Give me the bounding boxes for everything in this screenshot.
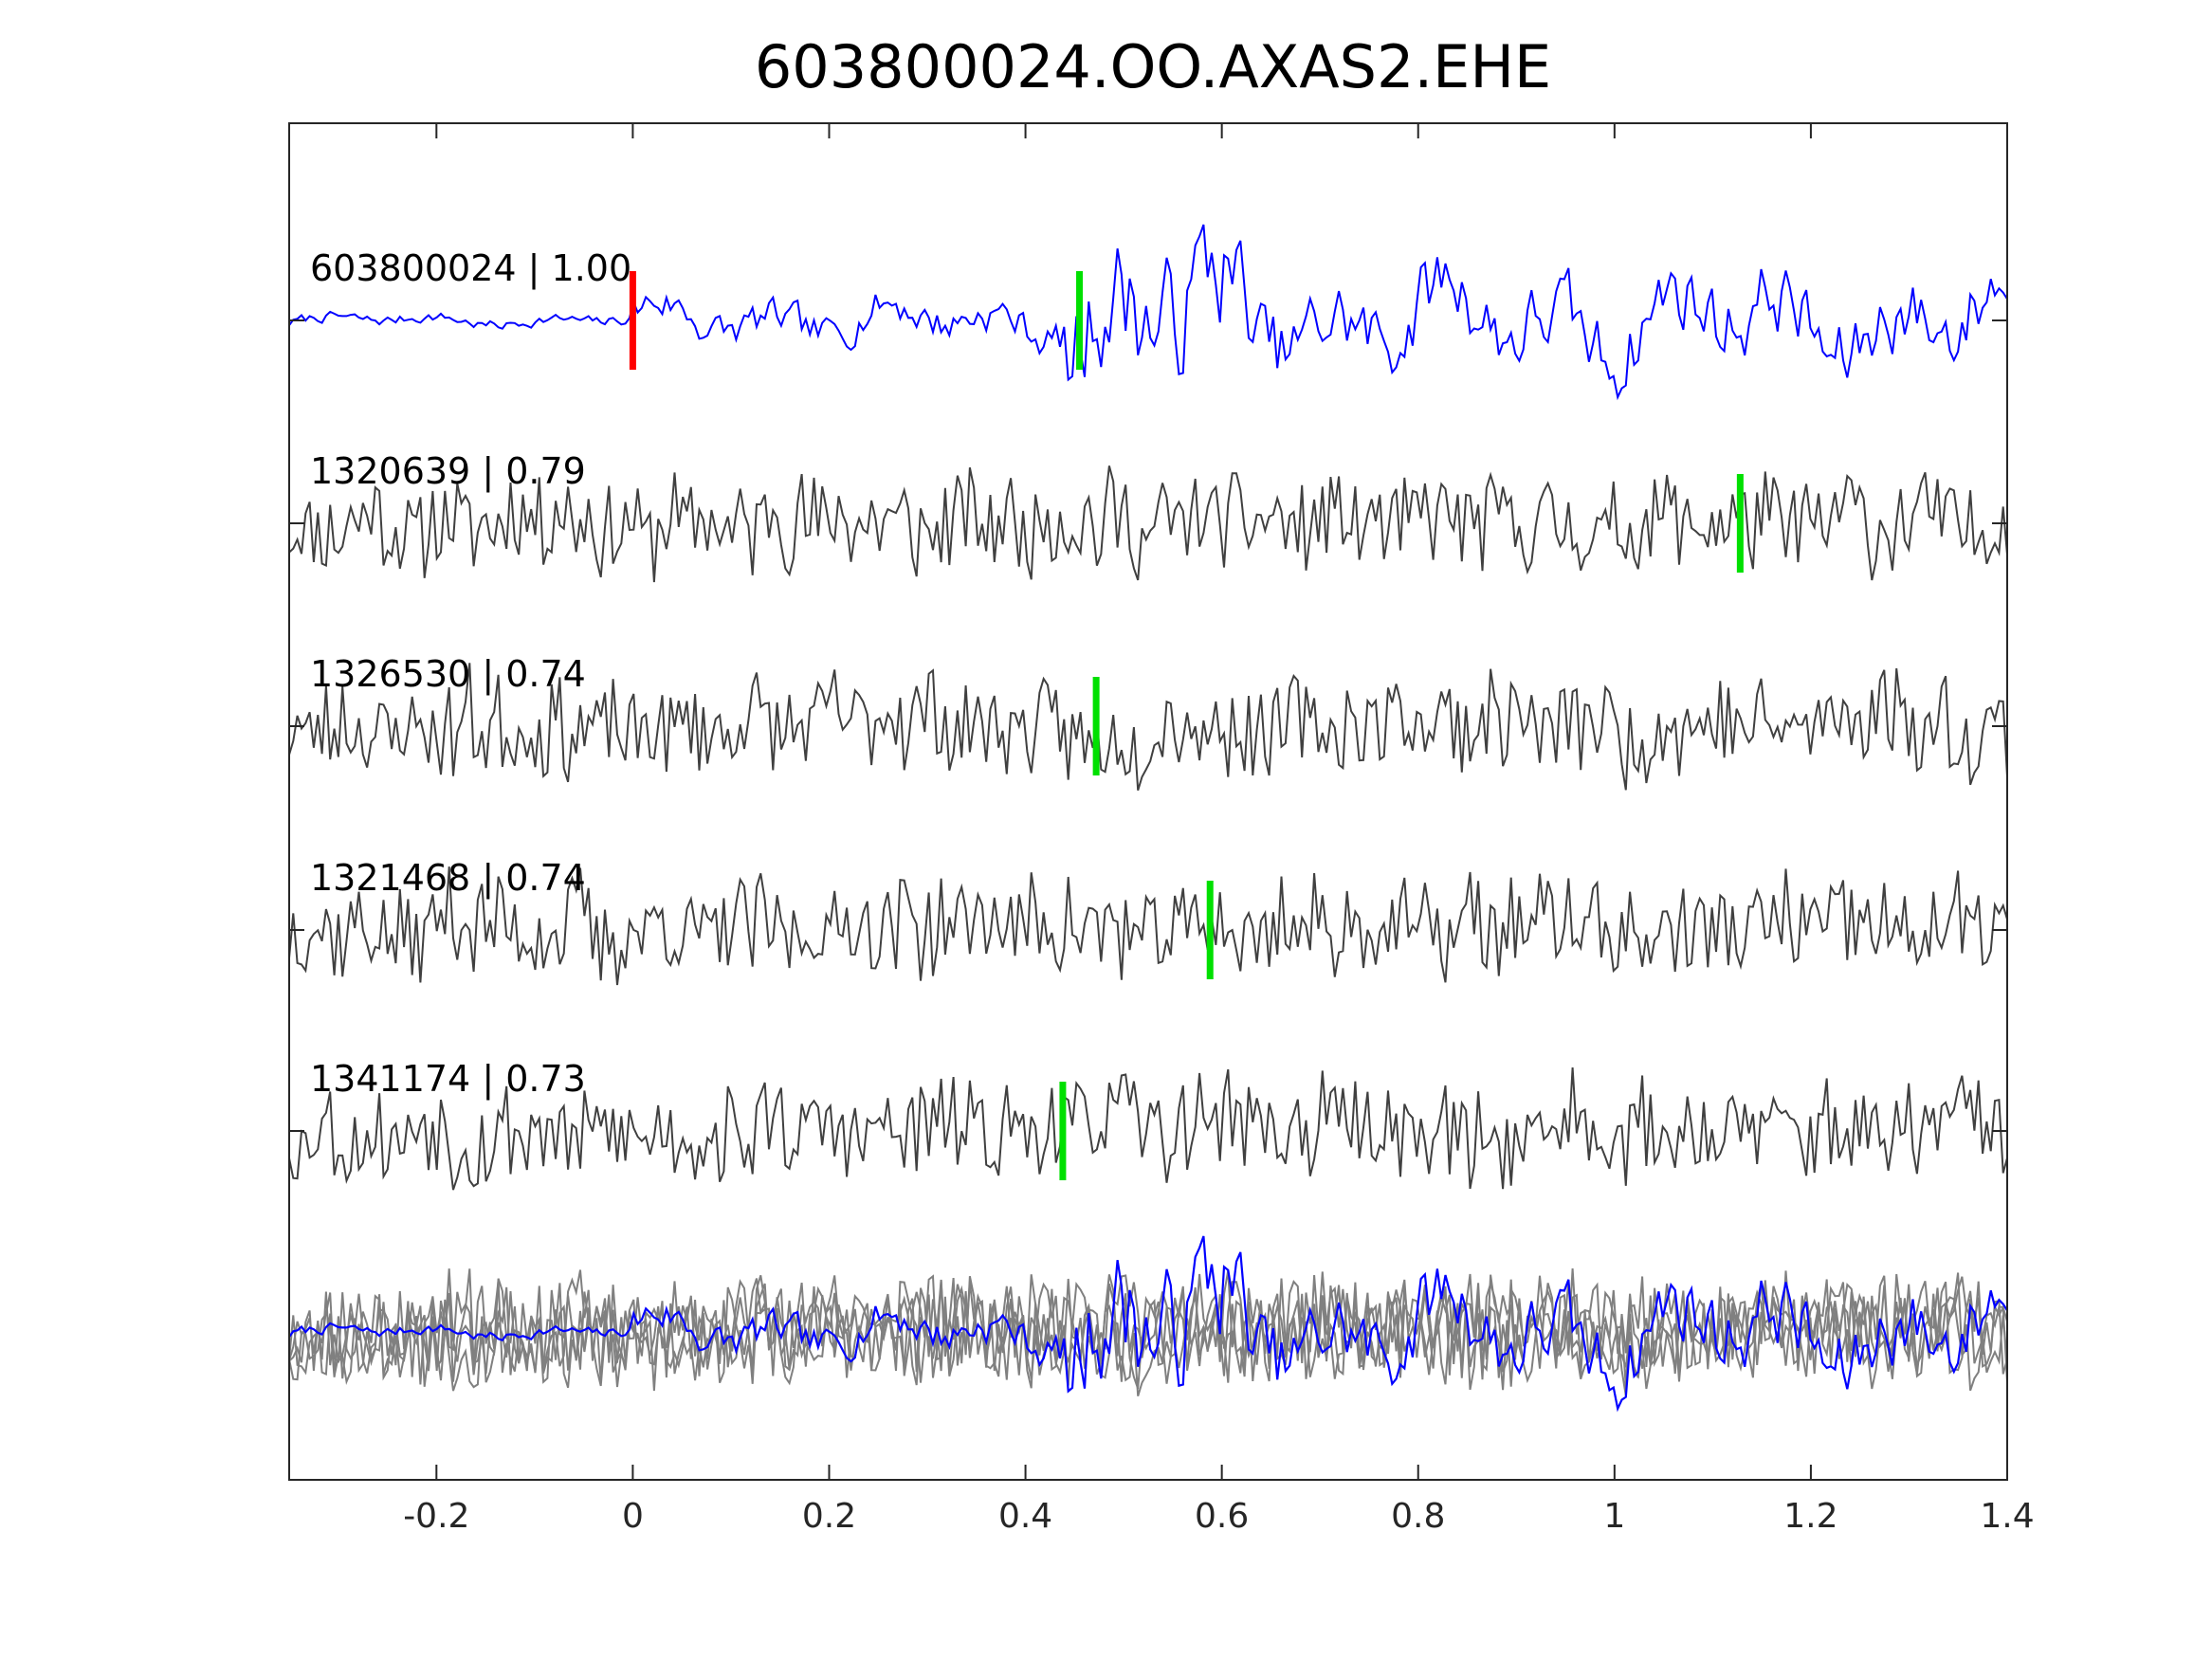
waveform-trace-1326530: [288, 663, 2008, 791]
y-axis-ticks: [289, 319, 2007, 1132]
overlay-trace-1321468: [288, 1268, 2008, 1388]
x-tick-label: 0.2: [802, 1497, 856, 1536]
trace-label-1326530: 1326530 | 0.74: [310, 653, 586, 696]
x-tick-label: 1.4: [1980, 1497, 2034, 1536]
x-tick-label: 0: [622, 1497, 644, 1536]
x-tick-label: 0.6: [1195, 1497, 1249, 1536]
trace-labels: 603800024 | 1.00 1320639 | 0.79 1326530 | …: [310, 247, 631, 1101]
plot-area-frame: [288, 122, 2008, 1481]
overlay-trace-603800024: [288, 1235, 2008, 1413]
trace-label-603800024: 603800024 | 1.00: [310, 247, 631, 290]
x-tick-label: 0.8: [1391, 1497, 1445, 1536]
waveform-trace-603800024: [288, 224, 2008, 401]
x-tick-label: 0.4: [998, 1497, 1052, 1536]
x-tick-label: 1: [1603, 1497, 1625, 1536]
waveform-trace-1341174: [288, 1066, 2008, 1191]
trace-label-1341174: 1341174 | 0.73: [310, 1058, 586, 1101]
chart-title: 603800024.OO.AXAS2.EHE: [755, 32, 1551, 101]
x-tick-label: 1.2: [1783, 1497, 1837, 1536]
waveform-trace-1321468: [288, 866, 2008, 986]
x-axis: -0.2 0 0.2 0.4 0.6 0.8 1 1.2 1.4: [403, 123, 2035, 1536]
picks-layer: [629, 271, 1744, 1180]
trace-label-1321468: 1321468 | 0.74: [310, 857, 586, 900]
waveform-trace-1320639: [288, 465, 2008, 583]
x-tick-label: -0.2: [403, 1497, 469, 1536]
overlay-trace-1341174: [288, 1267, 2008, 1392]
trace-label-1320639: 1320639 | 0.79: [310, 450, 586, 493]
traces-layer: [288, 224, 2008, 1413]
